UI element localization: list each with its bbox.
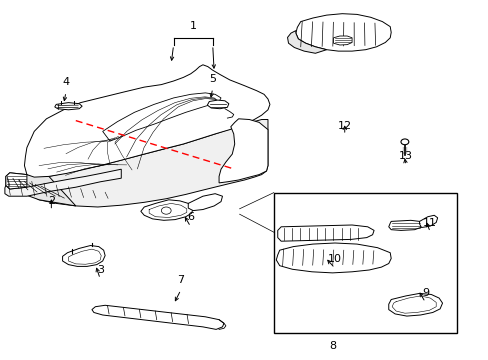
Polygon shape xyxy=(207,100,228,109)
Polygon shape xyxy=(188,194,222,211)
Polygon shape xyxy=(24,65,269,177)
Polygon shape xyxy=(388,293,442,316)
Polygon shape xyxy=(219,119,267,183)
Text: 3: 3 xyxy=(97,265,103,275)
Polygon shape xyxy=(92,305,224,329)
Text: 9: 9 xyxy=(421,288,428,298)
Polygon shape xyxy=(388,220,421,230)
Circle shape xyxy=(400,139,408,145)
Polygon shape xyxy=(55,103,82,110)
Text: 1: 1 xyxy=(189,21,196,31)
Text: 4: 4 xyxy=(62,77,69,87)
Text: 10: 10 xyxy=(327,254,341,264)
Circle shape xyxy=(161,207,171,214)
Polygon shape xyxy=(102,93,221,141)
Text: 5: 5 xyxy=(209,74,216,84)
Polygon shape xyxy=(62,246,105,266)
Polygon shape xyxy=(5,169,121,196)
Polygon shape xyxy=(6,173,76,206)
Text: 6: 6 xyxy=(187,212,194,222)
Text: 8: 8 xyxy=(328,341,335,351)
Text: 7: 7 xyxy=(177,275,184,285)
Bar xyxy=(273,193,456,333)
Text: 2: 2 xyxy=(48,196,55,206)
Text: 11: 11 xyxy=(423,218,436,228)
Polygon shape xyxy=(141,200,193,220)
Polygon shape xyxy=(6,173,27,189)
Polygon shape xyxy=(276,243,390,273)
Text: 13: 13 xyxy=(398,151,412,161)
Text: 12: 12 xyxy=(337,121,351,131)
Polygon shape xyxy=(277,225,373,241)
Polygon shape xyxy=(287,31,326,53)
Polygon shape xyxy=(419,215,437,228)
Polygon shape xyxy=(295,14,390,51)
Polygon shape xyxy=(27,120,267,207)
Polygon shape xyxy=(333,36,351,45)
